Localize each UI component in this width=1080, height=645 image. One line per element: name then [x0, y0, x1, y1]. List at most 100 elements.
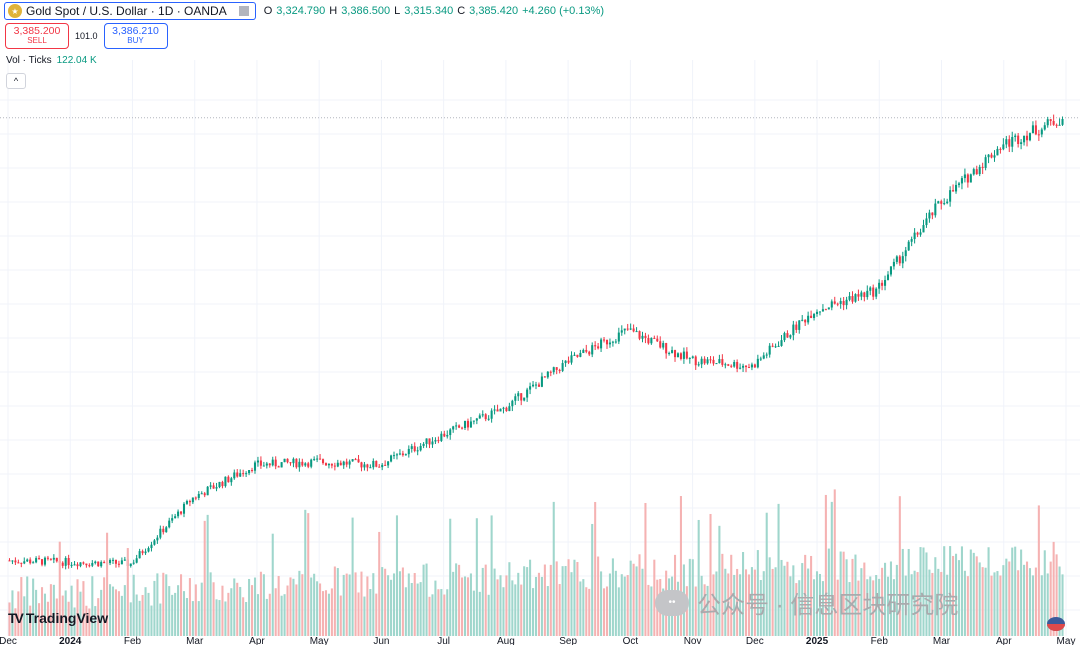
- volume-bar: [461, 577, 464, 636]
- candle-body: [135, 558, 138, 563]
- candle-body: [150, 544, 153, 549]
- candle-body: [863, 292, 866, 298]
- candle-body: [292, 458, 295, 464]
- volume-bar: [339, 595, 342, 636]
- symbol-selector[interactable]: ★ Gold Spot / U.S. Dollar · 1D · OANDA: [4, 2, 256, 20]
- candle-body: [304, 463, 307, 466]
- volume-bar: [324, 590, 328, 636]
- candle-body: [889, 266, 892, 275]
- volume-bar: [895, 564, 898, 636]
- volume-bar: [443, 594, 446, 636]
- volume-bar: [392, 573, 396, 636]
- candle-body: [100, 562, 103, 567]
- sell-button[interactable]: 3,385.200 SELL: [5, 23, 69, 49]
- volume-bar: [1005, 558, 1008, 636]
- chevron-up-icon[interactable]: ^: [6, 73, 26, 89]
- sell-label: SELL: [27, 36, 47, 45]
- candle-body: [188, 501, 191, 503]
- volume-bar: [398, 571, 401, 636]
- candle-body: [608, 342, 611, 345]
- volume-bar: [345, 573, 348, 636]
- candle-body: [111, 559, 115, 561]
- volume-bar: [999, 575, 1002, 636]
- candle-body: [537, 384, 540, 387]
- flag-icon[interactable]: [238, 6, 249, 16]
- volume-bar: [150, 605, 153, 636]
- volume-bar: [209, 572, 212, 636]
- candle-body: [715, 363, 718, 365]
- tradingview-logo[interactable]: TV TradingView: [8, 610, 108, 626]
- candle-body: [946, 201, 949, 204]
- x-tick-label: Oct: [623, 636, 639, 645]
- candle-body: [378, 466, 381, 468]
- volume-bar: [336, 568, 339, 636]
- candle-body: [67, 558, 70, 566]
- candle-body: [345, 461, 348, 465]
- candle-body: [895, 256, 898, 262]
- candle-body: [818, 311, 822, 313]
- candle-body: [422, 443, 425, 446]
- candle-body: [144, 551, 147, 554]
- candle-body: [46, 557, 49, 559]
- us-flag-icon[interactable]: [1047, 617, 1065, 631]
- candle-body: [653, 337, 656, 339]
- candle-body: [543, 376, 546, 378]
- candle-body: [324, 463, 328, 466]
- candle-body: [505, 407, 508, 412]
- x-tick-label: Apr: [996, 636, 1012, 645]
- volume-bar: [1049, 561, 1052, 636]
- candle-body: [815, 311, 819, 315]
- candle-body: [765, 354, 768, 356]
- candle-body: [632, 328, 635, 332]
- volume-bar: [617, 587, 620, 636]
- candle-body: [17, 562, 20, 564]
- volume-bar: [413, 573, 416, 636]
- candle-body: [1008, 139, 1011, 147]
- volume-bar: [570, 572, 573, 636]
- candle-body: [342, 461, 345, 466]
- volume-bar: [691, 559, 694, 636]
- x-tick-label: 2024: [59, 636, 82, 645]
- volume-bar: [712, 574, 715, 636]
- candle-body: [582, 349, 585, 353]
- candle-body: [552, 367, 555, 373]
- candle-body: [585, 349, 588, 352]
- volume-bar: [440, 589, 443, 636]
- volume-bar: [73, 607, 76, 636]
- candle-body: [996, 148, 999, 156]
- candle-body: [561, 363, 564, 371]
- buy-button[interactable]: 3,386.210 BUY: [103, 23, 168, 49]
- x-tick-label: May: [1057, 636, 1076, 645]
- volume-bar: [375, 593, 378, 636]
- candle-body: [756, 358, 759, 368]
- candle-body: [212, 485, 215, 489]
- candle-body: [845, 299, 848, 306]
- candle-body: [1025, 135, 1029, 141]
- candle-body: [61, 562, 64, 566]
- candle-body: [916, 232, 919, 235]
- volume-bar: [351, 517, 354, 636]
- candle-body: [549, 371, 552, 373]
- volume-bar: [11, 590, 14, 636]
- volume-bar: [481, 567, 484, 636]
- candle-body: [981, 166, 984, 168]
- volume-bar: [289, 577, 292, 636]
- candle-body: [242, 473, 245, 475]
- volume-bar: [653, 559, 656, 636]
- volume-bar: [1011, 547, 1014, 636]
- candle-body: [434, 440, 437, 442]
- candle-body: [455, 425, 458, 427]
- candle-body: [390, 455, 393, 462]
- candle-body: [1058, 124, 1061, 126]
- candle-body: [747, 367, 751, 369]
- candle-body: [978, 166, 981, 175]
- candle-body: [706, 359, 709, 364]
- candle-body: [892, 261, 895, 267]
- volume-bar: [239, 586, 242, 636]
- volume-bar: [546, 586, 549, 636]
- candle-body: [972, 169, 975, 175]
- volume-bar: [431, 594, 434, 636]
- candle-body: [960, 178, 963, 184]
- candle-body: [236, 472, 239, 477]
